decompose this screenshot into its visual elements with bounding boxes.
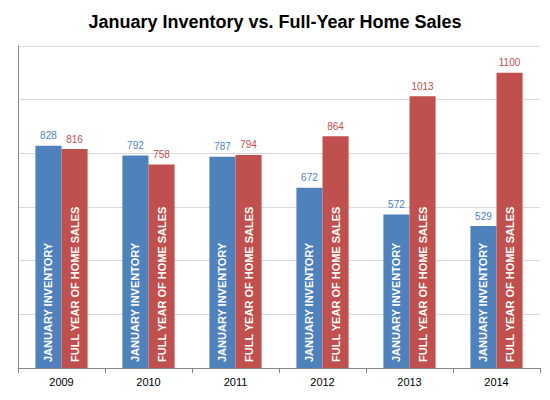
- svg-text:JANUARY INVENTORY: JANUARY INVENTORY: [216, 242, 228, 362]
- svg-text:2011: 2011: [224, 376, 248, 388]
- svg-text:1013: 1013: [411, 81, 434, 92]
- svg-text:1100: 1100: [499, 57, 521, 68]
- svg-text:January Inventory vs. Full-Yea: January Inventory vs. Full-Year Home Sal…: [88, 12, 461, 32]
- svg-text:JANUARY INVENTORY: JANUARY INVENTORY: [477, 242, 489, 362]
- svg-text:2014: 2014: [484, 376, 508, 388]
- svg-text:FULL YEAR OF HOME SALES: FULL YEAR OF HOME SALES: [504, 207, 516, 362]
- svg-text:529: 529: [475, 211, 492, 222]
- svg-text:JANUARY INVENTORY: JANUARY INVENTORY: [42, 242, 54, 362]
- svg-text:816: 816: [66, 134, 83, 145]
- svg-text:JANUARY INVENTORY: JANUARY INVENTORY: [303, 242, 315, 362]
- svg-text:828: 828: [40, 130, 57, 141]
- svg-text:672: 672: [301, 172, 318, 183]
- svg-text:JANUARY INVENTORY: JANUARY INVENTORY: [390, 242, 402, 362]
- svg-text:572: 572: [388, 199, 405, 210]
- svg-text:FULL YEAR OF HOME SALES: FULL YEAR OF HOME SALES: [243, 207, 255, 362]
- svg-text:FULL YEAR OF HOME SALES: FULL YEAR OF HOME SALES: [156, 207, 168, 362]
- svg-text:2013: 2013: [397, 376, 421, 388]
- svg-text:787: 787: [214, 141, 231, 152]
- svg-text:794: 794: [240, 139, 257, 150]
- svg-text:JANUARY INVENTORY: JANUARY INVENTORY: [129, 242, 141, 362]
- svg-text:864: 864: [327, 121, 344, 132]
- svg-text:758: 758: [153, 149, 170, 160]
- svg-text:FULL YEAR OF HOME SALES: FULL YEAR OF HOME SALES: [330, 207, 342, 362]
- svg-text:2009: 2009: [49, 376, 73, 388]
- svg-text:2012: 2012: [310, 376, 334, 388]
- svg-text:FULL YEAR OF HOME SALES: FULL YEAR OF HOME SALES: [69, 207, 81, 362]
- svg-text:792: 792: [127, 140, 144, 151]
- svg-text:FULL YEAR OF HOME SALES: FULL YEAR OF HOME SALES: [417, 207, 429, 362]
- svg-text:2010: 2010: [136, 376, 160, 388]
